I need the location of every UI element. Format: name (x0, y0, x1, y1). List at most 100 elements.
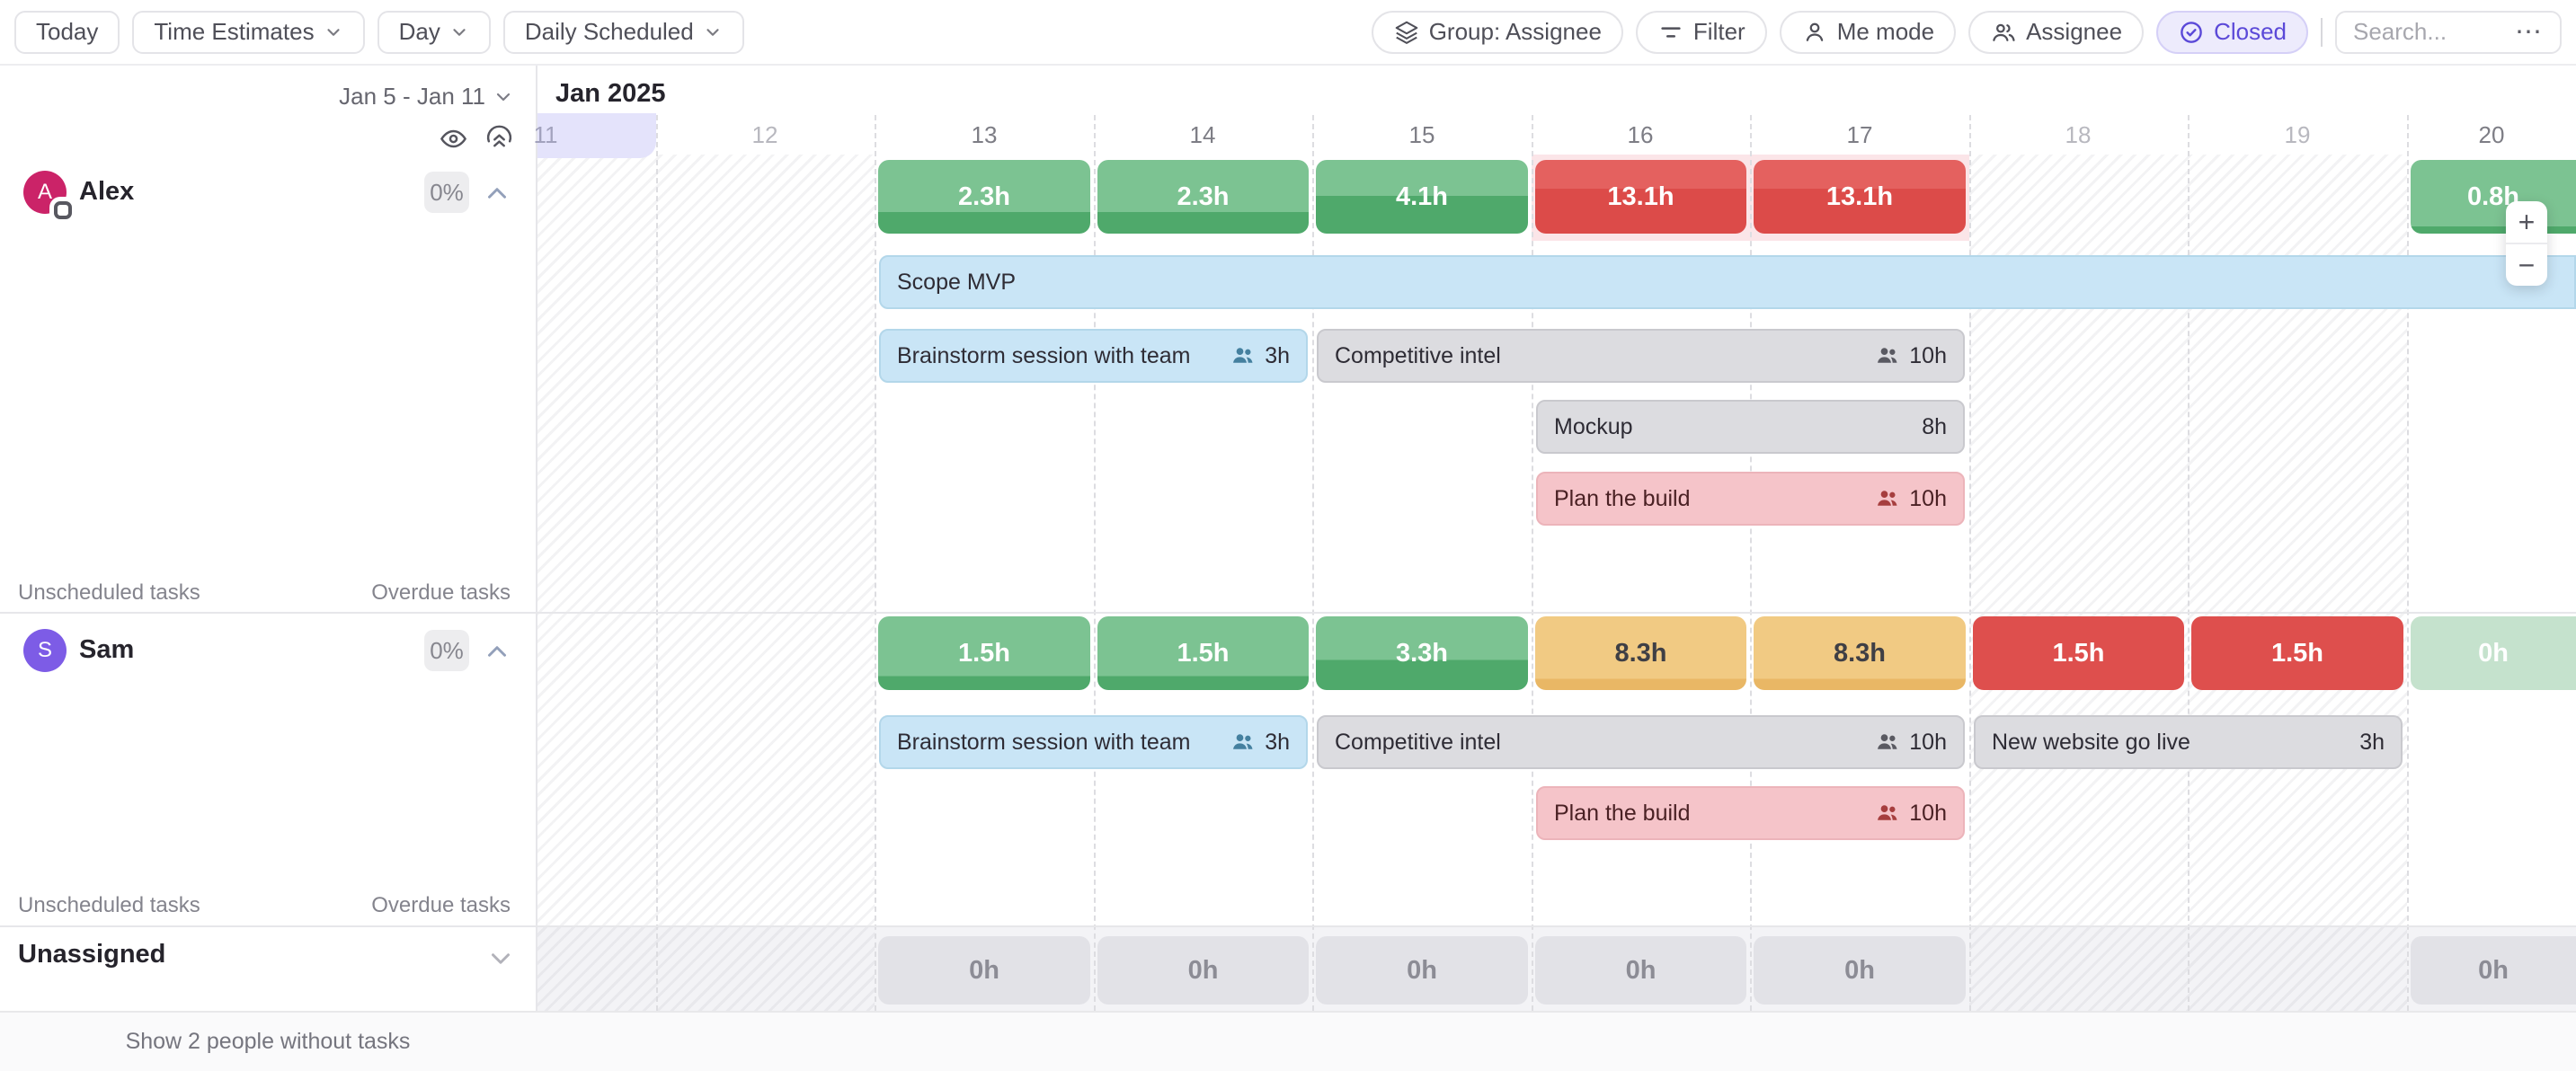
filter-icon (1661, 26, 1681, 38)
assignee-button[interactable]: Assignee (1968, 10, 2145, 54)
me-mode-button[interactable]: Me mode (1779, 10, 1957, 54)
date-range-selector[interactable]: Jan 5 - Jan 11 (0, 83, 514, 111)
sidebar-header-icons (439, 124, 514, 154)
task-name: New website go live (1992, 729, 2190, 755)
capacity-bar[interactable]: 13.1h (1535, 160, 1746, 234)
overdue-tasks-link[interactable]: Overdue tasks (371, 893, 511, 917)
capacity-hours: 1.5h (1177, 638, 1230, 668)
capacity-bar[interactable]: 0h (1754, 936, 1966, 1005)
chevron-down-icon[interactable] (485, 943, 516, 974)
capacity-bar[interactable]: 2.3h (878, 160, 1090, 234)
day-label: Day (398, 18, 440, 45)
capacity-bar[interactable]: 1.5h (878, 616, 1090, 690)
zoom-out-button[interactable]: − (2518, 248, 2536, 281)
unscheduled-tasks-link[interactable]: Unscheduled tasks (18, 580, 200, 605)
capacity-hours: 0h (1625, 955, 1657, 985)
capacity-bar[interactable]: 1.5h (1973, 616, 2184, 690)
show-people-link[interactable]: Show 2 people without tasks (125, 1029, 411, 1054)
overdue-tasks-link[interactable]: Overdue tasks (371, 580, 511, 605)
task-bar[interactable]: Scope MVP (879, 255, 2576, 309)
task-name: Plan the build (1554, 485, 1691, 511)
day-header-16: 16 (1627, 121, 1654, 148)
more-icon[interactable]: ⋯ (2515, 16, 2544, 47)
task-bar[interactable]: Plan the build 10h (1536, 472, 1965, 526)
capacity-hours: 0h (1844, 955, 1875, 985)
task-name: Competitive intel (1335, 342, 1501, 368)
collapse-row-icon[interactable] (482, 636, 512, 667)
capacity-bar[interactable]: 13.1h (1754, 160, 1966, 234)
closed-toggle[interactable]: Closed (2156, 10, 2308, 54)
time-estimates-dropdown[interactable]: Time Estimates (132, 10, 365, 54)
task-name: Brainstorm session with team (897, 729, 1191, 755)
weekend-shading (537, 155, 875, 1011)
capacity-hours: 1.5h (957, 638, 1011, 668)
capacity-hours: 0h (1187, 955, 1219, 985)
people-icon (1993, 23, 2015, 41)
capacity-bar[interactable]: 8.3h (1535, 616, 1746, 690)
people-icon (1878, 348, 1897, 363)
task-hours: 3h (1265, 342, 1290, 368)
day-header-17: 17 (1846, 121, 1873, 148)
today-button[interactable]: Today (14, 10, 120, 54)
unscheduled-tasks-link[interactable]: Unscheduled tasks (18, 893, 200, 917)
task-bar[interactable]: Plan the build 10h (1536, 786, 1965, 840)
collapse-all-icon[interactable] (484, 124, 514, 154)
daily-scheduled-label: Daily Scheduled (524, 18, 694, 45)
search-input[interactable] (2353, 18, 2497, 46)
people-icon (1878, 805, 1897, 820)
search-box[interactable]: ⋯ (2335, 10, 2562, 54)
assignee-label: Assignee (2026, 18, 2123, 45)
capacity-hours: 0h (2478, 638, 2509, 668)
capacity-bar[interactable]: 0h (2411, 936, 2576, 1005)
task-bar[interactable]: Mockup 8h (1536, 400, 1965, 454)
day-dropdown[interactable]: Day (377, 10, 491, 54)
capacity-bar[interactable]: 0.8h (2411, 160, 2576, 234)
toolbar-divider (2321, 17, 2323, 47)
day-header-12: 12 (751, 121, 778, 148)
capacity-hours: 0h (969, 955, 999, 985)
task-name: Plan the build (1554, 800, 1691, 826)
filter-button[interactable]: Filter (1635, 10, 1767, 54)
capacity-hours: 0h (1407, 955, 1437, 985)
filter-label: Filter (1692, 18, 1745, 45)
task-hours: 10h (1909, 342, 1947, 368)
day-header-19: 19 (2284, 121, 2311, 148)
capacity-bar[interactable]: 2.3h (1097, 160, 1309, 234)
eye-icon[interactable] (439, 124, 468, 154)
capacity-bar[interactable]: 0h (1316, 936, 1528, 1005)
task-bar[interactable]: New website go live 3h (1974, 715, 2403, 769)
capacity-bar[interactable]: 0h (1535, 936, 1746, 1005)
person-icon (1806, 22, 1823, 41)
group-by-button[interactable]: Group: Assignee (1371, 10, 1623, 54)
capacity-bar[interactable]: 3.3h (1316, 616, 1528, 690)
task-bar[interactable]: Competitive intel 10h (1317, 715, 1965, 769)
capacity-bar[interactable]: 8.3h (1754, 616, 1966, 690)
capacity-bar[interactable]: 1.5h (2191, 616, 2403, 690)
task-bar[interactable]: Brainstorm session with team 3h (879, 329, 1308, 383)
workload-percent: 0% (424, 172, 469, 213)
capacity-bar[interactable]: 0h (1097, 936, 1309, 1005)
column-separator (2188, 115, 2190, 1011)
column-separator (1969, 115, 1971, 1011)
people-icon (1878, 734, 1897, 749)
me-mode-label: Me mode (1836, 18, 1935, 45)
month-label: Jan 2025 (555, 79, 666, 108)
capacity-bar[interactable]: 0h (2411, 616, 2576, 690)
workload-percent: 0% (424, 630, 469, 671)
task-name: Scope MVP (897, 269, 1017, 295)
zoom-in-button[interactable]: + (2506, 201, 2547, 244)
task-bar[interactable]: Competitive intel 10h (1317, 329, 1965, 383)
person-name: Alex (79, 177, 135, 206)
collapse-row-icon[interactable] (482, 178, 512, 208)
daily-scheduled-dropdown[interactable]: Daily Scheduled (502, 10, 744, 54)
today-label: Today (36, 18, 99, 45)
task-bar[interactable]: Brainstorm session with team 3h (879, 715, 1308, 769)
capacity-bar[interactable]: 4.1h (1316, 160, 1528, 234)
capacity-bar[interactable]: 1.5h (1097, 616, 1309, 690)
task-name: Mockup (1554, 413, 1633, 439)
task-name: Brainstorm session with team (897, 342, 1191, 368)
unassigned-row-title: Unassigned (18, 940, 166, 969)
capacity-bar[interactable]: 0h (878, 936, 1090, 1005)
capacity-hours: 8.3h (1833, 638, 1887, 668)
